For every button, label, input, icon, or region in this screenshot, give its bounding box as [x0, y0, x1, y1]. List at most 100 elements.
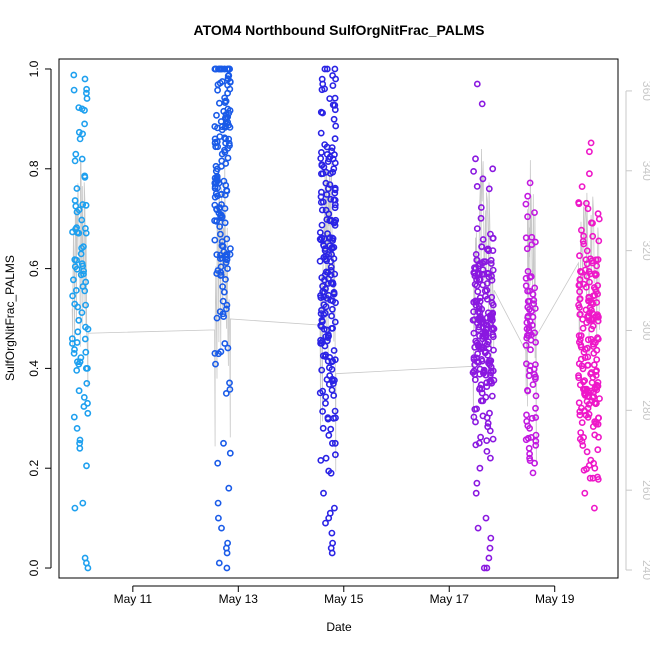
data-point	[527, 346, 534, 354]
y-axis-label: SulfOrgNitFrac_PALMS	[3, 255, 17, 381]
data-point	[216, 230, 224, 238]
data-point	[581, 345, 589, 353]
data-point	[524, 192, 532, 200]
data-point	[222, 139, 229, 147]
data-point	[590, 393, 598, 401]
data-point	[583, 199, 590, 207]
data-point	[470, 367, 478, 375]
data-point	[221, 99, 229, 106]
x-tick-label: May 15	[324, 592, 364, 606]
data-point	[532, 392, 540, 400]
data-point	[327, 296, 334, 304]
data-point	[321, 276, 328, 284]
data-point	[331, 407, 339, 415]
data-point	[218, 157, 226, 165]
data-point	[319, 424, 327, 432]
data-point	[532, 361, 539, 368]
data-point	[321, 65, 329, 73]
data-point	[84, 409, 92, 417]
data-point	[317, 129, 325, 137]
data-point	[324, 269, 332, 276]
data-point	[479, 236, 487, 243]
data-point	[317, 108, 325, 116]
y2-tick-label: 280	[640, 400, 650, 420]
data-point	[71, 197, 79, 204]
data-point	[222, 275, 229, 283]
x-tick-label: May 17	[430, 592, 470, 606]
data-point	[223, 235, 231, 243]
data-point	[531, 284, 539, 292]
data-point	[522, 200, 530, 208]
data-point	[591, 292, 599, 299]
data-point	[473, 80, 481, 88]
data-point	[595, 237, 603, 245]
plot-box	[58, 58, 619, 579]
data-point	[528, 321, 536, 329]
data-point	[72, 286, 80, 294]
data-point	[587, 370, 594, 378]
data-point	[83, 379, 91, 387]
y-tick-label: 0.6	[27, 260, 41, 277]
data-point	[324, 331, 332, 339]
data-point	[211, 349, 219, 357]
data-point	[325, 364, 333, 372]
data-point	[324, 414, 332, 422]
data-point	[576, 411, 584, 419]
data-point	[81, 335, 89, 343]
data-point	[78, 155, 86, 163]
data-point	[220, 439, 227, 447]
data-point	[482, 514, 490, 522]
data-point	[76, 436, 84, 444]
data-point	[473, 182, 481, 190]
data-point	[523, 325, 531, 333]
data-point	[223, 301, 231, 309]
x-tick-label: May 13	[219, 592, 259, 606]
data-point	[575, 200, 583, 208]
data-point	[484, 270, 492, 278]
data-point	[321, 245, 329, 252]
data-point	[78, 216, 86, 224]
data-point	[318, 221, 326, 229]
data-point	[584, 361, 591, 369]
data-point	[327, 195, 335, 203]
data-point	[330, 115, 338, 123]
data-point	[70, 71, 78, 79]
data-point	[76, 135, 84, 143]
data-point	[532, 437, 540, 445]
secondary-series-line	[71, 148, 600, 472]
data-point	[212, 360, 219, 368]
data-point	[478, 243, 485, 250]
data-point	[217, 271, 225, 279]
data-point	[524, 213, 531, 221]
data-point	[477, 433, 484, 441]
data-point	[322, 519, 329, 527]
data-point	[73, 424, 81, 432]
data-point	[217, 348, 225, 356]
data-point	[323, 216, 331, 223]
y-tick-label: 0.0	[27, 559, 41, 576]
data-point	[473, 282, 481, 290]
data-point	[332, 122, 340, 130]
data-point	[591, 464, 599, 472]
data-point	[216, 308, 224, 315]
data-point	[479, 266, 487, 274]
data-point	[576, 281, 583, 289]
data-point	[473, 339, 481, 347]
data-point	[481, 292, 489, 300]
data-point	[488, 392, 496, 400]
data-point	[331, 94, 339, 102]
data-point	[590, 349, 598, 357]
y-tick-label: 1.0	[27, 60, 41, 77]
data-point	[317, 310, 325, 317]
data-point	[330, 165, 338, 173]
chart-title: ATOM4 Northbound SulfOrgNitFrac_PALMS	[194, 22, 485, 38]
y2-tick-label: 360	[640, 81, 650, 101]
data-point	[84, 364, 91, 372]
data-point	[72, 150, 80, 158]
data-point	[322, 393, 330, 401]
data-point	[220, 288, 228, 296]
data-point	[583, 448, 591, 456]
data-point	[82, 201, 90, 209]
data-point	[320, 301, 328, 309]
data-point	[78, 244, 85, 252]
